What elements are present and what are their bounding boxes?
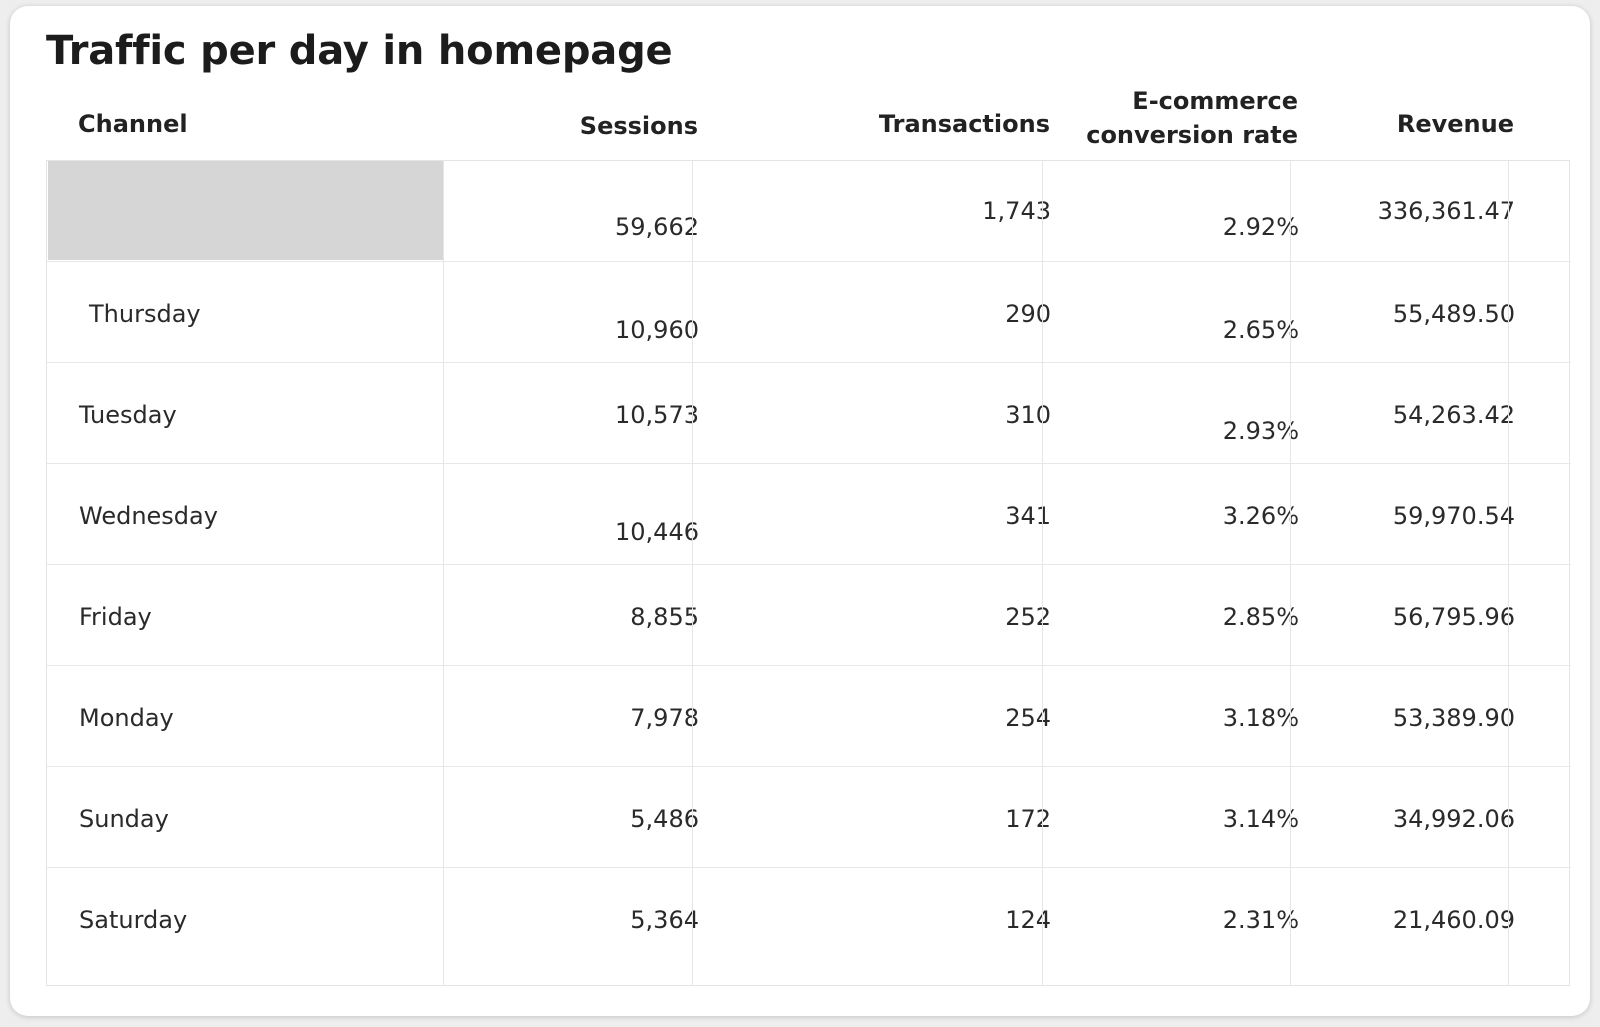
report-title: Traffic per day in homepage (46, 28, 673, 74)
table-row[interactable]: Sunday 5,486 172 3.14% 34,992.06 (47, 766, 1571, 868)
cell-transactions: 254 (1005, 704, 1051, 732)
cell-conversion-rate: 3.14% (1222, 805, 1299, 833)
header-conversion-rate[interactable]: E-commerce conversion rate (1086, 84, 1298, 152)
divider-transactions (1042, 160, 1043, 986)
divider-sessions (692, 160, 693, 986)
cell-revenue: 56,795.96 (1392, 603, 1515, 631)
cell-sessions: 8,855 (630, 603, 699, 631)
cell-channel: Wednesday (79, 502, 218, 530)
cell-channel: Friday (79, 603, 152, 631)
cell-transactions: 172 (1005, 805, 1051, 833)
cell-conversion-rate: 2.85% (1222, 603, 1299, 631)
report-card: Traffic per day in homepage Channel Sess… (10, 6, 1590, 1016)
cell-transactions: 252 (1005, 603, 1051, 631)
cell-conversion-rate: 2.31% (1222, 906, 1299, 934)
cell-transactions: 124 (1005, 906, 1051, 934)
header-sessions[interactable]: Sessions (579, 112, 698, 140)
cell-transactions: 290 (1005, 300, 1051, 328)
header-channel[interactable]: Channel (78, 110, 188, 138)
total-row-channel-cell (48, 161, 444, 260)
cell-sessions: 10,446 (615, 518, 699, 546)
cell-sessions: 10,573 (615, 401, 699, 429)
cell-transactions: 341 (1005, 502, 1051, 530)
cell-revenue: 53,389.90 (1392, 704, 1515, 732)
cell-revenue: 55,489.50 (1392, 300, 1515, 328)
cell-conversion-rate: 2.93% (1222, 417, 1299, 445)
cell-conversion-rate: 2.65% (1222, 316, 1299, 344)
cell-channel: Thursday (89, 300, 201, 328)
divider-revenue (1508, 160, 1509, 986)
cell-revenue: 59,970.54 (1392, 502, 1515, 530)
table-row[interactable]: Saturday 5,364 124 2.31% 21,460.09 (47, 867, 1571, 969)
table-row[interactable]: Friday 8,855 252 2.85% 56,795.96 (47, 564, 1571, 666)
cell-channel: Monday (79, 704, 174, 732)
cell-sessions: 10,960 (615, 316, 699, 344)
cell-conversion-rate: 3.18% (1222, 704, 1299, 732)
cell-channel: Saturday (79, 906, 188, 934)
traffic-table: Channel Sessions Transactions E-commerce… (46, 84, 1571, 986)
cell-sessions: 5,364 (630, 906, 699, 934)
cell-transactions: 310 (1005, 401, 1051, 429)
table-row[interactable]: Tuesday 10,573 310 2.93% 54,263.42 (47, 362, 1571, 464)
table-row[interactable]: Monday 7,978 254 3.18% 53,389.90 (47, 665, 1571, 767)
cell-conversion-rate: 3.26% (1222, 502, 1299, 530)
cell-sessions: 5,486 (630, 805, 699, 833)
cell-channel: Sunday (79, 805, 169, 833)
header-conversion-line1: E-commerce (1132, 87, 1298, 115)
cell-revenue: 34,992.06 (1392, 805, 1515, 833)
cell-revenue: 336,361.47 (1377, 197, 1515, 225)
divider-channel (443, 160, 444, 986)
cell-revenue: 21,460.09 (1392, 906, 1515, 934)
table-row[interactable]: Thursday 10,960 290 2.65% 55,489.50 (47, 261, 1571, 363)
table-row[interactable]: Wednesday 10,446 341 3.26% 59,970.54 (47, 463, 1571, 565)
header-revenue[interactable]: Revenue (1396, 110, 1514, 138)
divider-conversion (1290, 160, 1291, 986)
table-body: 59,662 1,743 2.92% 336,361.47 Thursday 10,960… (46, 160, 1571, 986)
cell-sessions: 59,662 (615, 213, 699, 241)
cell-transactions: 1,743 (982, 197, 1051, 225)
table-row-total[interactable]: 59,662 1,743 2.92% 336,361.47 (47, 161, 1571, 263)
cell-channel: Tuesday (79, 401, 177, 429)
cell-sessions: 7,978 (630, 704, 699, 732)
header-conversion-line2: conversion rate (1086, 121, 1298, 149)
cell-conversion-rate: 2.92% (1222, 213, 1299, 241)
cell-revenue: 54,263.42 (1392, 401, 1515, 429)
header-transactions[interactable]: Transactions (878, 110, 1050, 138)
